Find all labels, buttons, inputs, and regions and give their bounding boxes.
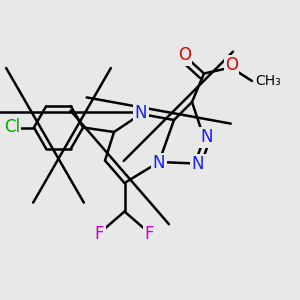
Text: Cl: Cl — [4, 118, 20, 136]
Text: O: O — [178, 46, 191, 64]
Text: F: F — [95, 225, 104, 243]
Text: F: F — [145, 225, 154, 243]
Text: N: N — [153, 154, 165, 172]
Text: N: N — [135, 103, 147, 122]
Text: CH₃: CH₃ — [256, 74, 281, 88]
Text: N: N — [192, 155, 204, 173]
Text: N: N — [200, 128, 213, 146]
Text: O: O — [225, 56, 238, 74]
